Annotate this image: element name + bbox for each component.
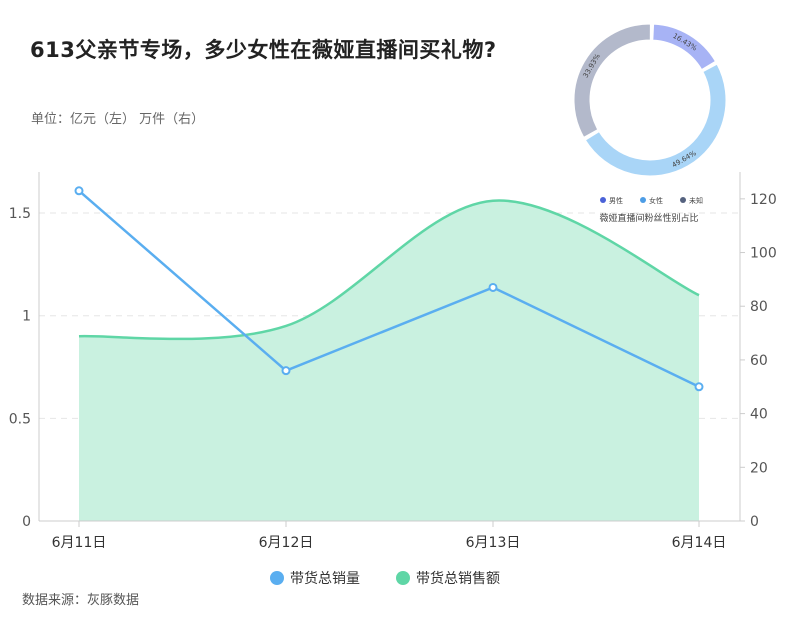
- donut-legend-swatch[interactable]: [640, 197, 646, 203]
- donut-slice[interactable]: [584, 63, 727, 177]
- line-point[interactable]: [694, 382, 704, 392]
- donut-legend-swatch[interactable]: [600, 197, 606, 203]
- left-axis-tick-label: 0.5: [9, 411, 31, 427]
- left-axis-tick-label: 1.5: [9, 206, 31, 222]
- line-point[interactable]: [488, 282, 498, 292]
- left-axis-tick-label: 0: [22, 514, 31, 530]
- donut-legend-label[interactable]: 女性: [649, 196, 663, 205]
- right-axis-tick-label: 40: [750, 407, 768, 423]
- donut-legend-label[interactable]: 未知: [689, 196, 703, 205]
- legend-label-sales-volume[interactable]: 带货总销量: [290, 570, 360, 587]
- legend-swatch-sales-volume[interactable]: [270, 571, 284, 585]
- chart-title: 613父亲节专场，多少女性在薇娅直播间买礼物?: [30, 38, 497, 62]
- x-axis-tick-label: 6月14日: [672, 535, 727, 551]
- data-source: 数据来源：灰豚数据: [22, 593, 140, 608]
- donut-slice[interactable]: [573, 23, 651, 138]
- left-axis-tick-label: 1: [22, 309, 31, 325]
- right-axis-tick-label: 120: [750, 192, 777, 208]
- line-point[interactable]: [281, 366, 291, 376]
- area-line-sales-amount: [78, 199, 700, 341]
- unit-note: 单位：亿元（左） 万件（右）: [31, 112, 205, 127]
- x-axis-tick-label: 6月12日: [259, 535, 314, 551]
- x-axis-tick-label: 6月11日: [52, 535, 107, 551]
- right-axis-tick-label: 80: [750, 299, 768, 315]
- legend-swatch-sales-amount[interactable]: [396, 571, 410, 585]
- right-axis-tick-label: 60: [750, 353, 768, 369]
- line-sales-volume: [78, 189, 700, 388]
- donut-legend-label[interactable]: 男性: [609, 196, 623, 205]
- donut-title: 薇娅直播间粉丝性别占比: [599, 212, 698, 224]
- right-axis-tick-label: 100: [750, 246, 777, 262]
- line-point[interactable]: [74, 186, 84, 196]
- area-fill-sales-amount: [79, 200, 699, 521]
- x-axis-tick-label: 6月13日: [466, 535, 521, 551]
- legend-label-sales-amount[interactable]: 带货总销售额: [416, 570, 500, 587]
- donut-slice[interactable]: [652, 23, 716, 71]
- donut-legend-swatch[interactable]: [680, 197, 686, 203]
- right-axis-tick-label: 0: [750, 514, 759, 530]
- right-axis-tick-label: 20: [750, 460, 768, 476]
